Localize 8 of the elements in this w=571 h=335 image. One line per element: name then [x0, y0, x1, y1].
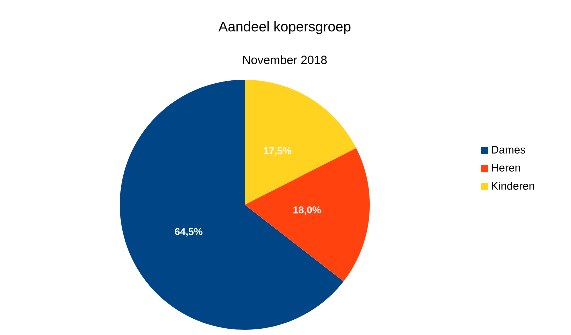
data-label: 17,5% [264, 147, 292, 156]
legend-label: Kinderen [492, 182, 534, 190]
chart-subtitle: November 2018 [243, 56, 327, 64]
chart-title: Aandeel kopersgroep [218, 21, 351, 34]
data-label: 64,5% [175, 228, 203, 237]
legend-label: Dames [492, 146, 526, 154]
legend-label: Heren [492, 164, 520, 172]
data-label: 18,0% [294, 206, 322, 216]
